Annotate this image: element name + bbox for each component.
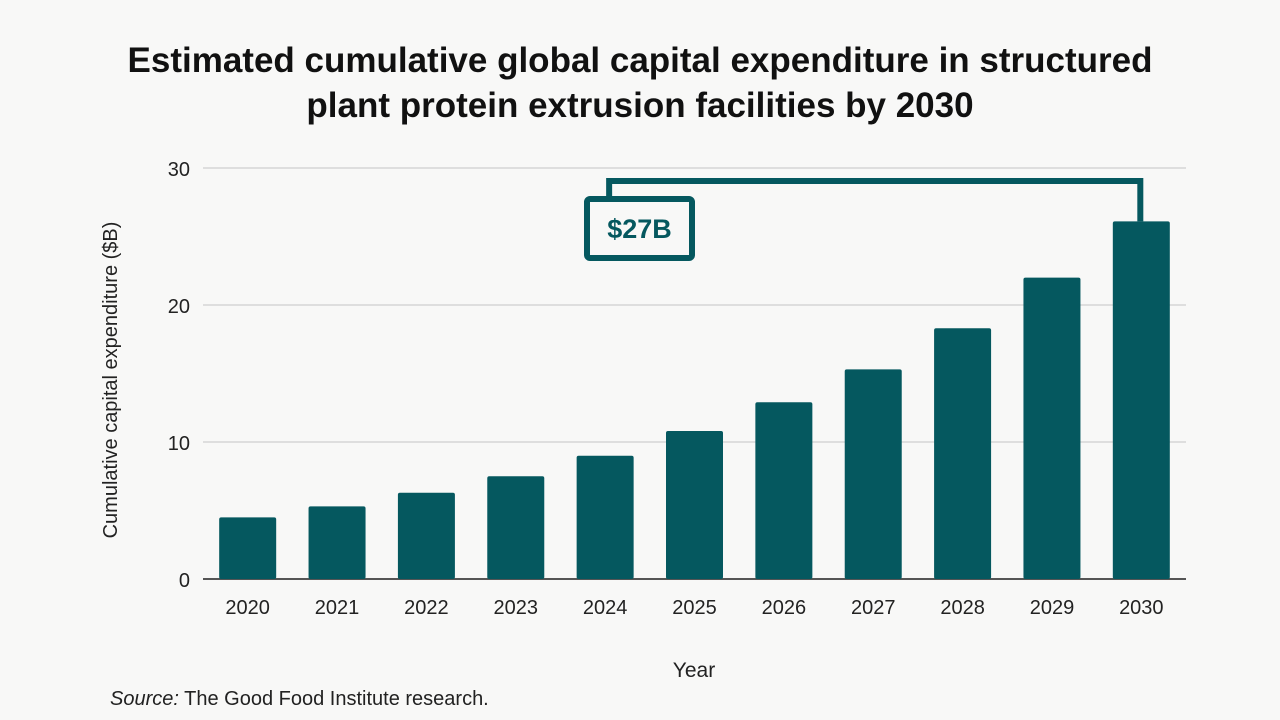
y-tick-label: 20 [168,296,190,318]
bar-2030 [1112,221,1170,579]
x-tick-label: 2030 [1119,597,1164,619]
bar-2022 [397,492,455,579]
x-tick-label: 2021 [315,597,360,619]
y-axis-label: Cumulative capital expenditure ($B) [100,222,122,539]
chart-title-line-2: plant protein extrusion facilities by 20… [306,86,974,125]
bar-2023 [487,476,545,579]
chart-title-line-1: Estimated cumulative global capital expe… [127,41,1153,80]
bar-2021 [308,506,366,579]
bar-2029 [1023,277,1081,579]
x-tick-label: 2029 [1030,597,1075,619]
x-tick-label: 2023 [494,597,539,619]
y-tick-label: 30 [168,159,190,181]
x-axis-label: Year [673,659,715,682]
y-tick-label: 0 [179,570,190,592]
x-tick-label: 2020 [225,597,270,619]
x-tick-label: 2025 [672,597,717,619]
x-tick-label: 2022 [404,597,449,619]
y-tick-label: 10 [168,433,190,455]
source-note: Source: The Good Food Institute research… [110,688,489,711]
source-text: The Good Food Institute research. [178,688,489,710]
bar-2024 [576,455,634,579]
x-tick-label: 2024 [583,597,628,619]
chart-title: Estimated cumulative global capital expe… [0,38,1280,128]
bar-2028 [934,328,992,579]
x-tick-label: 2028 [940,597,985,619]
annotation-box [584,196,695,261]
annotation-bracket [606,178,1144,222]
annotation-label: $27B [607,214,672,244]
bar-2026 [755,402,813,579]
x-tick-label: 2026 [762,597,807,619]
bar-2025 [666,431,723,579]
bar-2020 [219,517,277,579]
bar-2027 [844,369,902,579]
source-label: Source: [110,688,179,710]
x-tick-label: 2027 [851,597,896,619]
